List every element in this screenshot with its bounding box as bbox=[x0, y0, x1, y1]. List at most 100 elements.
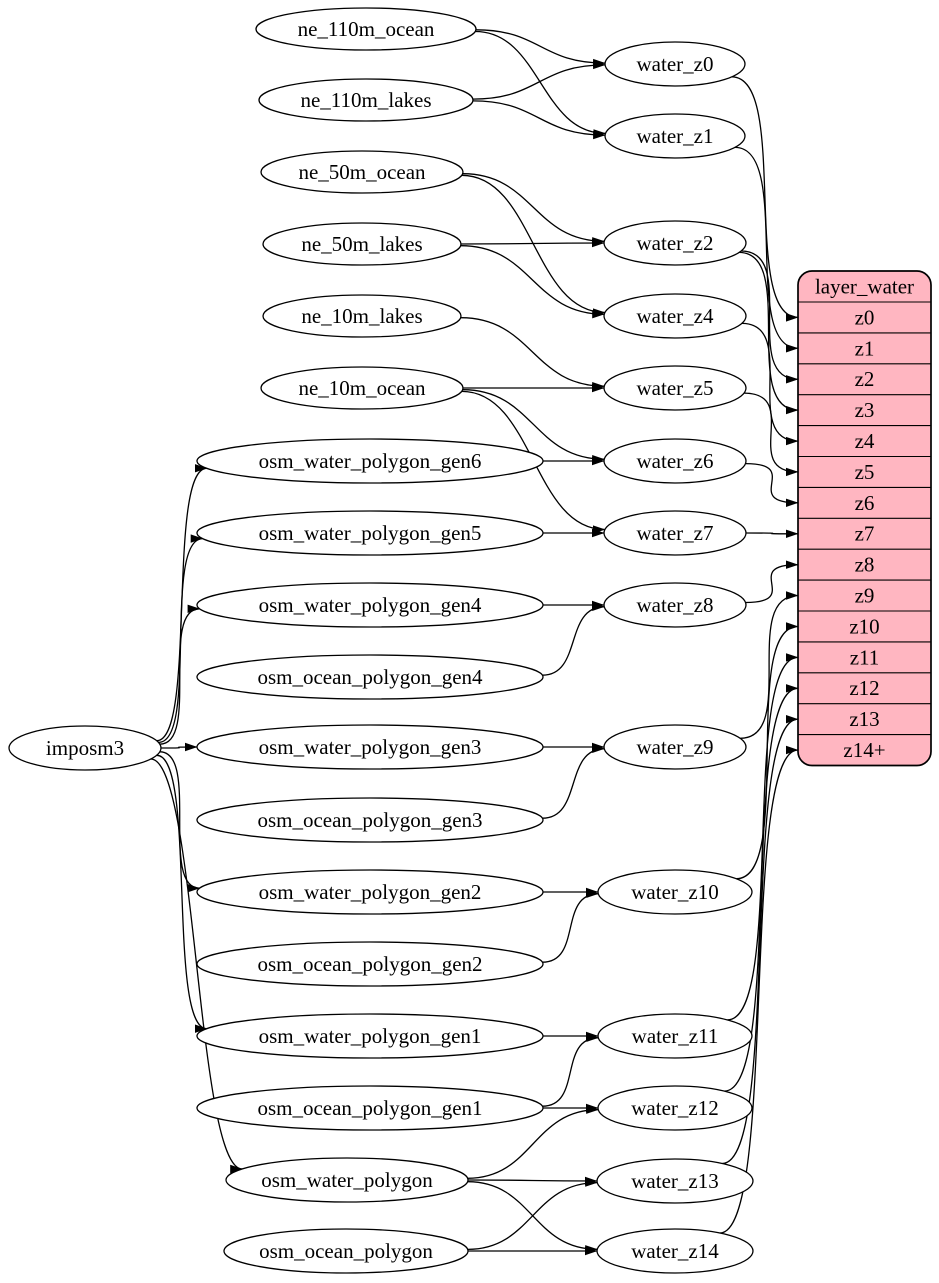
node-label: osm_water_polygon bbox=[261, 1168, 433, 1192]
node-label: water_z2 bbox=[637, 231, 714, 255]
node-osm_water_polygon: osm_water_polygon bbox=[225, 1157, 469, 1203]
record-row-z3: z3 bbox=[855, 398, 875, 422]
record-row-z13: z13 bbox=[849, 707, 879, 731]
node-label: osm_ocean_polygon bbox=[259, 1239, 433, 1263]
node-label: osm_water_polygon_gen3 bbox=[259, 735, 482, 759]
node-water_z1: water_z1 bbox=[604, 113, 746, 159]
node-label: water_z12 bbox=[631, 1096, 718, 1120]
edge-ne_110m_ocean-to-water_z0 bbox=[475, 29, 606, 68]
node-label: ne_50m_lakes bbox=[301, 232, 422, 256]
node-label: osm_ocean_polygon_gen2 bbox=[257, 952, 482, 976]
node-ellipse bbox=[604, 113, 746, 159]
node-label: ne_10m_ocean bbox=[298, 376, 426, 400]
record-row-z7: z7 bbox=[855, 522, 875, 546]
record-row-z1: z1 bbox=[855, 336, 875, 360]
node-ellipse bbox=[196, 941, 544, 987]
node-label: water_z9 bbox=[637, 735, 714, 759]
node-ellipse bbox=[255, 7, 477, 51]
node-ne_50m_ocean: ne_50m_ocean bbox=[260, 150, 464, 194]
node-label: water_z5 bbox=[637, 376, 714, 400]
node-water_z5: water_z5 bbox=[603, 365, 747, 411]
node-osm_water_polygon_gen4: osm_water_polygon_gen4 bbox=[196, 582, 544, 628]
node-label: ne_110m_ocean bbox=[298, 17, 435, 41]
edge-imposm3-to-osm_water_polygon_gen2 bbox=[159, 751, 201, 893]
edge-osm_water_polygon-to-water_z13 bbox=[467, 1176, 598, 1186]
edge-ne_110m_lakes-to-water_z1 bbox=[472, 100, 606, 140]
edge-imposm3-to-osm_water_polygon_gen4 bbox=[159, 604, 201, 745]
node-label: water_z0 bbox=[637, 52, 714, 76]
edge-water_z12-to-row-z12 bbox=[724, 684, 799, 1092]
edge-water_z4-to-row-z4 bbox=[741, 322, 799, 446]
node-ellipse bbox=[225, 1157, 469, 1203]
edge-water_z8-to-row-z8 bbox=[745, 560, 799, 604]
node-ellipse bbox=[604, 41, 746, 87]
node-ellipse bbox=[603, 293, 747, 339]
node-ne_110m_ocean: ne_110m_ocean bbox=[255, 7, 477, 51]
node-water_z8: water_z8 bbox=[603, 582, 747, 628]
node-ellipse bbox=[196, 724, 544, 770]
record-row-z2: z2 bbox=[855, 367, 875, 391]
node-label: osm_ocean_polygon_gen4 bbox=[257, 665, 483, 689]
node-ellipse bbox=[597, 1085, 753, 1131]
node-ellipse bbox=[596, 1228, 754, 1274]
node-osm_water_polygon_gen3: osm_water_polygon_gen3 bbox=[196, 724, 544, 770]
node-ellipse bbox=[196, 869, 544, 915]
record-row-z12: z12 bbox=[849, 676, 879, 700]
edge-water_z11-to-row-z11 bbox=[727, 653, 799, 1021]
node-label: osm_water_polygon_gen1 bbox=[259, 1024, 482, 1048]
edge-ne_110m_lakes-to-water_z0 bbox=[472, 60, 606, 100]
node-osm_water_polygon_gen2: osm_water_polygon_gen2 bbox=[196, 869, 544, 915]
edge-osm_ocean_polygon-to-water_z13 bbox=[467, 1178, 598, 1251]
node-ne_110m_lakes: ne_110m_lakes bbox=[258, 78, 474, 122]
record-layer-water: layer_water z0 z1 z2 z3 z4 z5 z6 z7 z8 z9 z10 z11 z12… bbox=[797, 270, 932, 767]
node-label: ne_110m_lakes bbox=[300, 88, 431, 112]
edge-ne_50m_lakes-to-water_z2 bbox=[460, 238, 605, 248]
node-label: osm_ocean_polygon_gen1 bbox=[257, 1096, 482, 1120]
edge-osm_ocean_polygon_gen2-to-water_z10 bbox=[542, 889, 599, 963]
edge-water_z0-to-row-z0 bbox=[731, 76, 799, 322]
node-osm_ocean_polygon: osm_ocean_polygon bbox=[223, 1228, 469, 1274]
node-ellipse bbox=[262, 294, 462, 338]
edge-ne_10m_lakes-to-water_z5 bbox=[460, 317, 605, 391]
edge-imposm3-to-osm_water_polygon_gen1 bbox=[156, 754, 208, 1033]
node-ellipse bbox=[597, 1013, 753, 1059]
node-water_z9: water_z9 bbox=[603, 724, 747, 770]
node-label: imposm3 bbox=[46, 736, 124, 760]
node-ellipse bbox=[260, 150, 464, 194]
edge-osm_ocean_polygon_gen3-to-water_z9 bbox=[542, 744, 605, 819]
record-row-z9: z9 bbox=[855, 584, 875, 608]
edge-water_z2-to-row-z2 bbox=[741, 250, 799, 384]
node-ellipse bbox=[196, 582, 544, 628]
record-row-z14-plus: z14+ bbox=[843, 738, 885, 762]
edge-osm_water_polygon-to-water_z12 bbox=[467, 1105, 599, 1179]
record-row-z11: z11 bbox=[850, 645, 880, 669]
node-ne_10m_lakes: ne_10m_lakes bbox=[262, 294, 462, 338]
edges bbox=[150, 29, 799, 1256]
node-label: water_z6 bbox=[637, 449, 714, 473]
node-label: osm_water_polygon_gen6 bbox=[259, 449, 482, 473]
node-label: water_z4 bbox=[637, 304, 714, 328]
node-label: water_z10 bbox=[631, 880, 718, 904]
node-imposm3: imposm3 bbox=[8, 725, 162, 771]
node-water_z7: water_z7 bbox=[603, 510, 747, 556]
node-water_z0: water_z0 bbox=[604, 41, 746, 87]
node-ne_10m_ocean: ne_10m_ocean bbox=[260, 366, 464, 410]
record-row-z10: z10 bbox=[849, 614, 879, 638]
edge-ne_50m_ocean-to-water_z2 bbox=[462, 173, 605, 246]
node-osm_water_polygon_gen5: osm_water_polygon_gen5 bbox=[196, 510, 544, 556]
record-row-z6: z6 bbox=[855, 491, 875, 515]
record-row-z0: z0 bbox=[855, 305, 875, 329]
node-ellipse bbox=[603, 365, 747, 411]
node-water_z14: water_z14 bbox=[596, 1228, 754, 1274]
edge-water_z5-to-row-z5 bbox=[744, 392, 799, 477]
node-ellipse bbox=[603, 510, 747, 556]
node-water_z12: water_z12 bbox=[597, 1085, 753, 1131]
node-label: osm_water_polygon_gen4 bbox=[259, 593, 482, 617]
node-water_z2: water_z2 bbox=[603, 220, 747, 266]
node-ellipse bbox=[262, 222, 462, 266]
node-ne_50m_lakes: ne_50m_lakes bbox=[262, 222, 462, 266]
node-water_z4: water_z4 bbox=[603, 293, 747, 339]
node-osm_water_polygon_gen6: osm_water_polygon_gen6 bbox=[196, 438, 544, 484]
